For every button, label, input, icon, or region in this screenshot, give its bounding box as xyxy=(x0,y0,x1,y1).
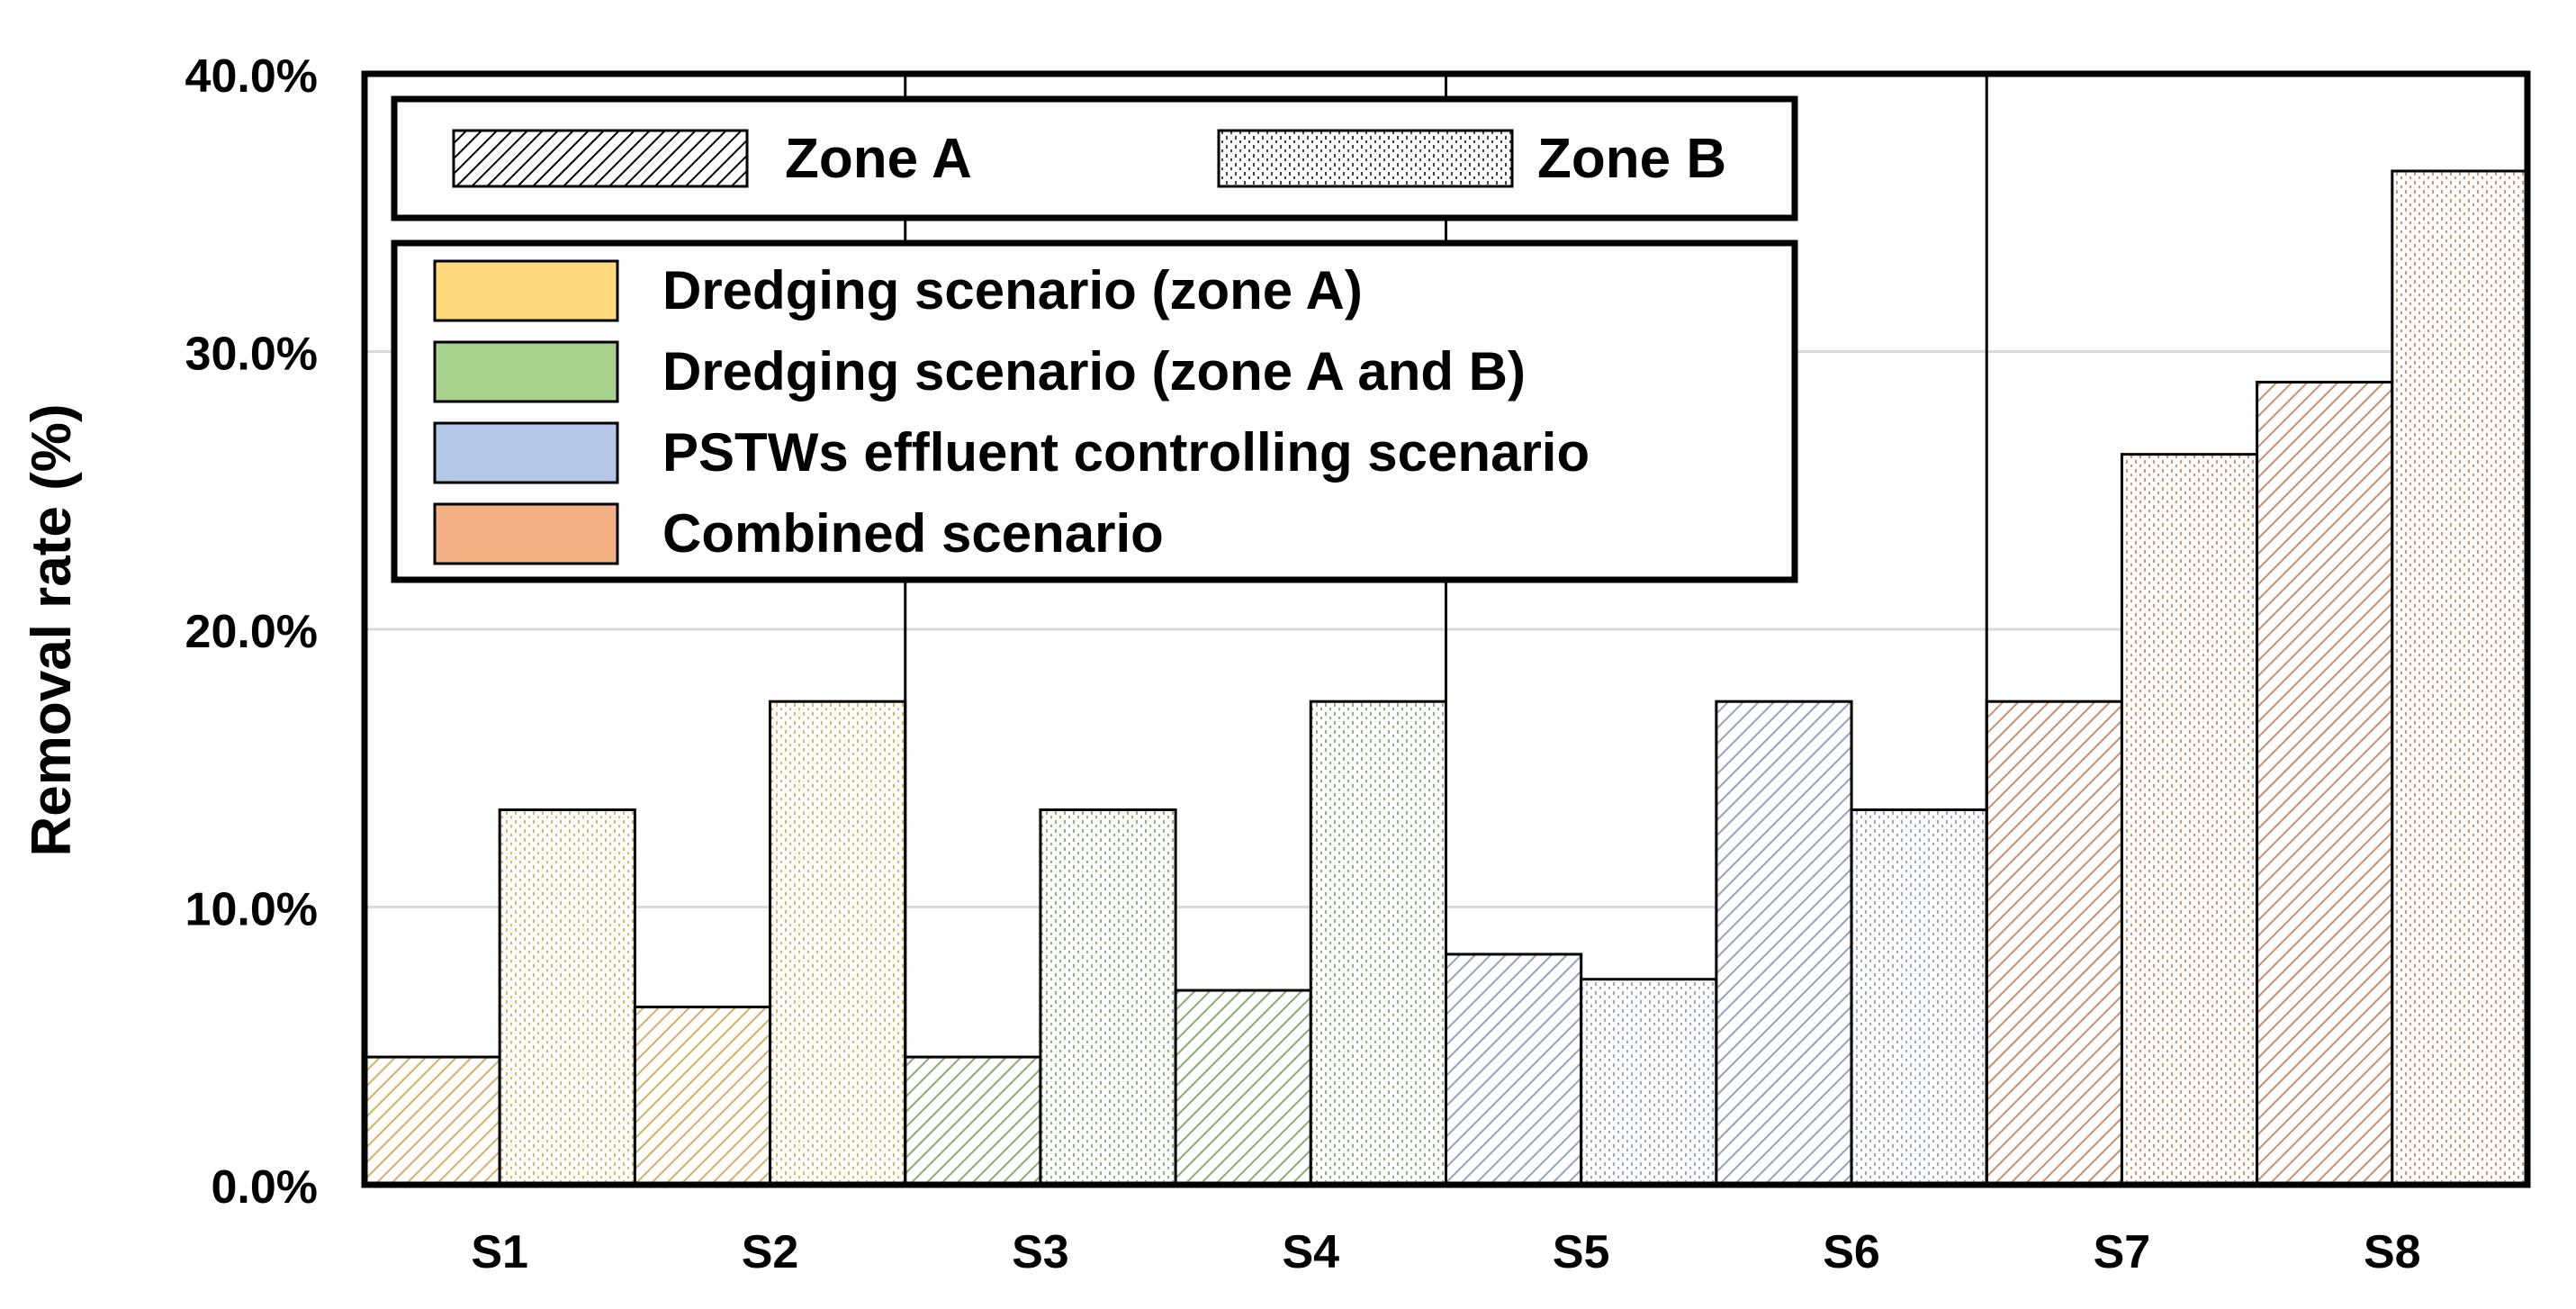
bar-s6-zone-a xyxy=(1715,700,1853,1187)
zone-legend-swatch-zone-b xyxy=(1217,129,1514,188)
plot-frame xyxy=(361,70,2531,1188)
bar-s1-zone-a xyxy=(363,1055,501,1187)
bar-s2-zone-a xyxy=(633,1006,772,1187)
bar-s5-zone-b xyxy=(1580,978,1718,1187)
scenario-legend-swatch-pstw xyxy=(433,421,619,484)
y-axis-label: Removal rate (%) xyxy=(21,403,83,856)
scenario-legend-label: Dredging scenario (zone A) xyxy=(662,260,1363,320)
bars xyxy=(363,169,2529,1187)
zone-legend-label: Zone A xyxy=(785,128,972,190)
x-tick-label: S4 xyxy=(1283,1226,1340,1278)
scenario-legend: Dredging scenario (zone A) Dredging scena… xyxy=(391,239,1798,583)
scenario-legend-frame xyxy=(391,239,1798,583)
scenario-legend-label: Combined scenario xyxy=(662,503,1164,564)
x-tick-label: S7 xyxy=(2094,1226,2151,1278)
y-tick-label: 0.0% xyxy=(211,1161,318,1214)
bar-s7-zone-b xyxy=(2120,453,2259,1187)
zone-legend-label: Zone B xyxy=(1537,128,1726,190)
y-tick-label: 10.0% xyxy=(185,884,318,936)
bar-s6-zone-b xyxy=(1850,808,1988,1187)
bar-s1-zone-b xyxy=(498,808,636,1187)
x-tick-label: S6 xyxy=(1823,1226,1880,1278)
scenario-legend-swatch-dredging_a xyxy=(433,259,619,322)
axis-ticks: 0.0% 10.0% 20.0% 30.0% 40.0% S1 S2 S3 S4 S5 S6 S7 S8 xyxy=(185,50,2421,1278)
x-tick-label: S1 xyxy=(471,1226,528,1278)
bar-s2-zone-b xyxy=(769,700,907,1187)
y-tick-label: 30.0% xyxy=(185,329,318,381)
bar-s5-zone-a xyxy=(1445,952,1583,1187)
bar-s4-zone-a xyxy=(1174,989,1312,1187)
zone-legend: Zone A Zone B xyxy=(391,95,1798,221)
bar-s8-zone-b xyxy=(2391,169,2529,1187)
scenario-legend-label: Dredging scenario (zone A and B) xyxy=(662,341,1526,402)
scenario-legend-swatch-dredging_ab xyxy=(433,340,619,403)
x-tick-label: S2 xyxy=(742,1226,799,1278)
x-tick-label: S8 xyxy=(2364,1226,2421,1278)
y-tick-label: 40.0% xyxy=(185,50,318,103)
bar-s3-zone-a xyxy=(904,1055,1042,1187)
y-tick-label: 20.0% xyxy=(185,606,318,658)
bar-s8-zone-a xyxy=(2256,380,2394,1187)
bar-s4-zone-b xyxy=(1309,700,1447,1187)
bar-s3-zone-b xyxy=(1039,808,1177,1187)
scenario-legend-label: PSTWs effluent controlling scenario xyxy=(662,422,1590,483)
x-tick-label: S3 xyxy=(1012,1226,1069,1278)
scenario-legend-swatch-combined xyxy=(433,502,619,565)
bar-s7-zone-a xyxy=(1985,700,2123,1187)
x-tick-label: S5 xyxy=(1553,1226,1610,1278)
zone-legend-swatch-zone-a xyxy=(452,129,749,188)
